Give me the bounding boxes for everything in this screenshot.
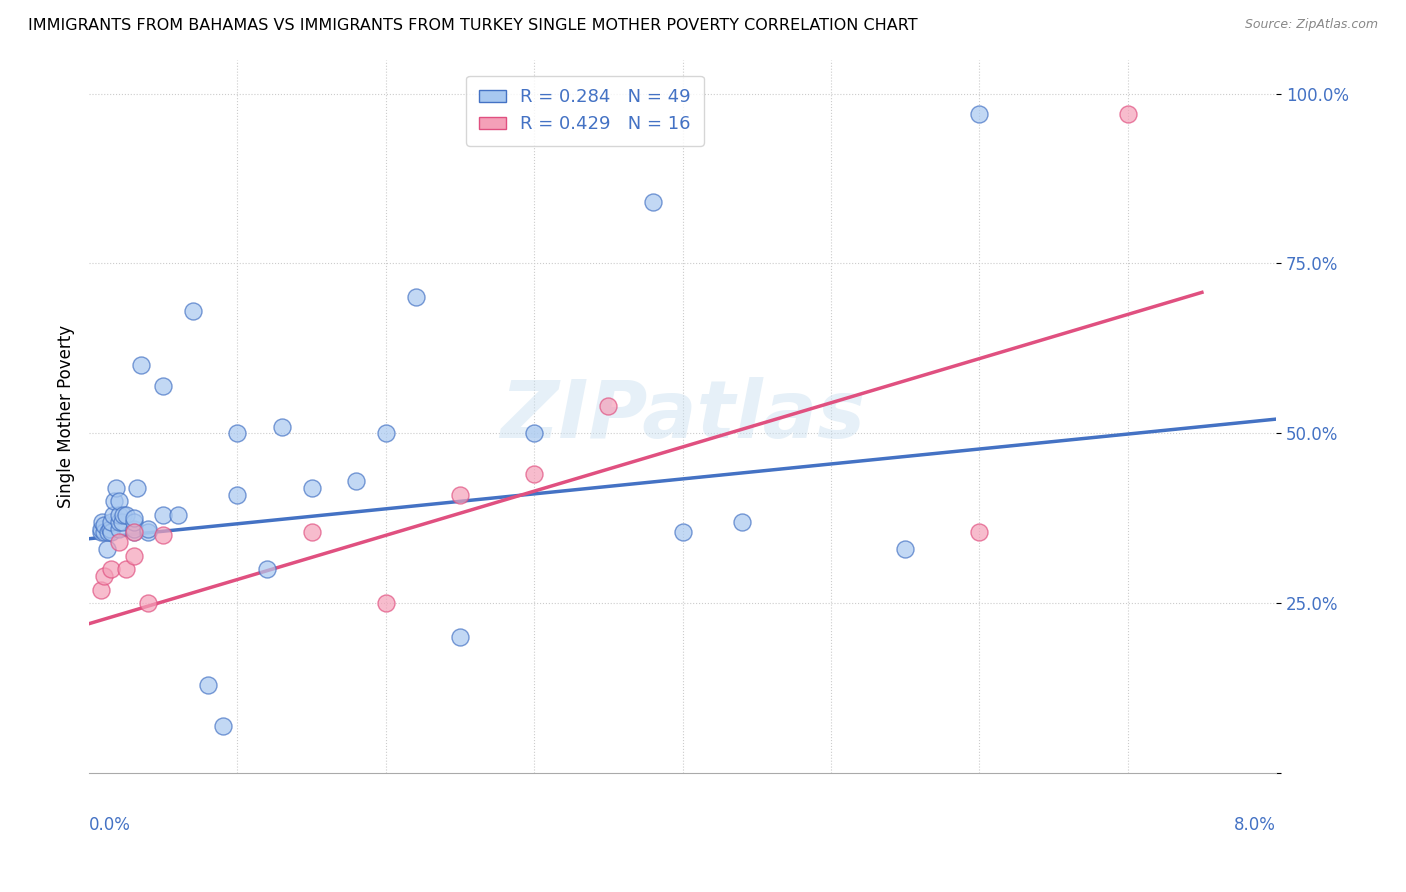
Point (93, 569, 115, 583)
Point (523, 467, 546, 482)
Point (152, 528, 174, 542)
Point (115, 562, 138, 576)
Text: IMMIGRANTS FROM BAHAMAS VS IMMIGRANTS FROM TURKEY SINGLE MOTHER POVERTY CORRELAT: IMMIGRANTS FROM BAHAMAS VS IMMIGRANTS FR… (28, 18, 918, 33)
Point (181, 304, 204, 318)
Point (449, 487, 471, 501)
Point (112, 508, 135, 522)
Point (641, 195, 664, 210)
Point (197, 678, 219, 692)
Point (374, 426, 396, 441)
Point (129, 359, 152, 373)
Point (122, 522, 145, 536)
Point (256, 562, 278, 576)
Point (449, 630, 471, 644)
Point (103, 494, 125, 508)
Point (101, 508, 124, 522)
Point (122, 549, 145, 563)
Point (152, 508, 174, 522)
Point (122, 524, 145, 539)
Point (91, 515, 114, 529)
Point (125, 481, 148, 495)
Point (138, 524, 160, 539)
Point (1116, 107, 1139, 121)
Point (96, 541, 118, 556)
Point (107, 494, 129, 508)
Point (98, 522, 121, 536)
Point (138, 596, 160, 610)
Point (93, 524, 115, 539)
Point (671, 524, 693, 539)
Legend: R = 0.284   N = 49, R = 0.429   N = 16: R = 0.284 N = 49, R = 0.429 N = 16 (465, 76, 703, 146)
Point (111, 515, 134, 529)
Point (271, 419, 294, 434)
Point (211, 718, 233, 732)
Point (301, 524, 323, 539)
Point (90, 522, 112, 536)
Point (104, 481, 127, 495)
Point (598, 399, 620, 413)
Point (107, 522, 129, 536)
Text: 0.0%: 0.0% (89, 816, 131, 834)
Point (107, 508, 129, 522)
Point (969, 524, 991, 539)
Text: Source: ZipAtlas.com: Source: ZipAtlas.com (1244, 18, 1378, 31)
Point (344, 474, 367, 488)
Point (93, 518, 115, 533)
Point (138, 522, 160, 536)
Point (167, 508, 190, 522)
Y-axis label: Single Mother Poverty: Single Mother Poverty (58, 325, 75, 508)
Point (100, 515, 122, 529)
Text: 8.0%: 8.0% (1234, 816, 1277, 834)
Point (107, 535, 129, 549)
Point (122, 515, 145, 529)
Point (152, 379, 174, 393)
Point (122, 511, 145, 525)
Point (301, 481, 323, 495)
Point (90, 524, 112, 539)
Point (115, 508, 138, 522)
Point (100, 562, 122, 576)
Point (90, 582, 112, 597)
Point (731, 515, 754, 529)
Point (894, 541, 917, 556)
Text: ZIPatlas: ZIPatlas (501, 377, 865, 456)
Point (226, 487, 249, 501)
Point (405, 290, 427, 304)
Point (97, 524, 120, 539)
Point (100, 524, 122, 539)
Point (122, 524, 145, 539)
Point (523, 426, 546, 441)
Point (107, 515, 129, 529)
Point (226, 426, 249, 441)
Point (374, 596, 396, 610)
Point (969, 107, 991, 121)
